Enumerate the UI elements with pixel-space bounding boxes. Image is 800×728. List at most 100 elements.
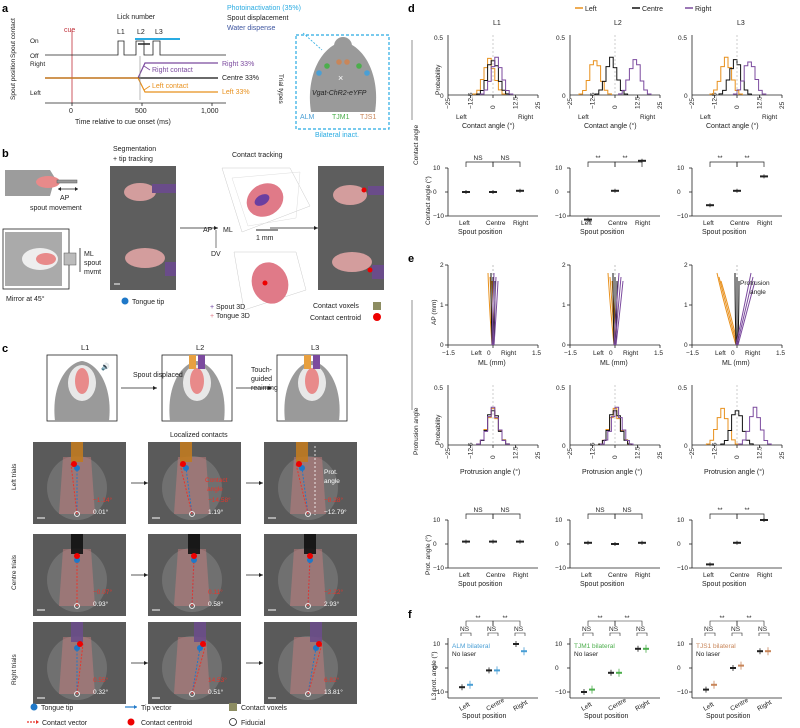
hist-x-tick-label: −12.5 xyxy=(468,442,475,459)
right-label: Right xyxy=(30,61,45,68)
svg-text:+: + xyxy=(210,313,214,320)
ns-label: NS xyxy=(582,626,592,633)
tip-angle-value: −12.79° xyxy=(324,508,347,516)
panel-label-f: f xyxy=(408,609,412,621)
hist-y-tick-0: 0 xyxy=(684,93,688,100)
trajectory-right xyxy=(615,280,624,346)
ml-axis-label: ML (mm) xyxy=(722,360,750,367)
photoinactivation-text: Photoinactivation (35%) xyxy=(227,5,301,12)
spout-pos-label: Right xyxy=(513,220,528,227)
sig-bracket xyxy=(709,161,738,167)
arrow-head xyxy=(259,573,263,577)
spout-left xyxy=(189,355,196,369)
sig-bracket xyxy=(465,161,494,167)
traj-x-tick-label: 0 xyxy=(609,350,613,357)
contact-vector xyxy=(191,555,195,607)
hist-x-tick-label: −25 xyxy=(689,448,696,459)
spout-displacement-text: Spout displacement xyxy=(227,15,289,22)
trajectory-left xyxy=(716,272,737,346)
no-laser-label: No laser xyxy=(574,651,599,658)
ns-bracket xyxy=(609,632,621,636)
panel-b-tracking: AP spout movement ML spout mvmt Mirror a… xyxy=(2,146,384,322)
hist-y-tick-05: 0.5 xyxy=(434,385,443,392)
hist-x-tick-label: −25 xyxy=(567,98,574,109)
speaker-icon: 🔊 xyxy=(101,362,110,371)
legend-left: Left xyxy=(585,6,597,13)
ns-bracket xyxy=(460,632,472,636)
col-l3: L3 xyxy=(737,20,745,27)
tongue xyxy=(190,368,204,394)
tick-1000: 1,000 xyxy=(201,108,219,115)
arrow-head xyxy=(144,573,148,577)
contact-centroid-marker xyxy=(180,461,186,467)
f-y-tick-label: 10 xyxy=(555,641,563,648)
contact-centroid-marker xyxy=(296,461,302,467)
f-y-tick-label: −10 xyxy=(677,689,688,696)
tjm1-label: TJM1 xyxy=(332,114,350,121)
off-label: Off xyxy=(30,53,39,60)
hist-x-tick-label: −12.5 xyxy=(468,92,475,109)
hist-x-tick-label: −25 xyxy=(689,98,696,109)
mouth-area xyxy=(278,456,338,520)
water-dispense-text: Water dispense xyxy=(227,25,275,32)
hist-x-tick-label: 12.5 xyxy=(635,96,642,109)
traj-x-tick-label: 0 xyxy=(731,350,735,357)
guided-label: guided xyxy=(251,376,272,383)
col-l2: L2 xyxy=(614,20,622,27)
sig-label: NS xyxy=(474,155,484,162)
spout-pos-label: Centre xyxy=(608,572,628,579)
spout-contact-label: Spout contact xyxy=(10,18,17,58)
tongue-tip-legend: Tongue tip xyxy=(132,299,164,306)
arrow-left-label: Left xyxy=(456,114,467,121)
tongue xyxy=(305,368,319,394)
spout-pos-label: Centre xyxy=(730,572,750,579)
traj-x-tick-label: −1.5 xyxy=(686,350,699,357)
sig-label: NS xyxy=(474,507,484,514)
spout xyxy=(310,622,322,642)
spout-pos-label: Left xyxy=(703,220,714,227)
ns-bracket xyxy=(487,632,499,636)
contact-vector xyxy=(295,463,309,515)
mean-y-tick-label: 10 xyxy=(555,517,563,524)
ns-label: NS xyxy=(636,626,646,633)
mean-y-tick-label: −10 xyxy=(677,565,688,572)
contact-centroid-marker xyxy=(71,461,77,467)
hist-x-tick-label: 25 xyxy=(535,101,542,109)
panel-label-c: c xyxy=(2,343,8,355)
ns-bracket xyxy=(704,632,716,636)
lick-l2: L2 xyxy=(137,29,145,36)
spout-pos-label: Left xyxy=(459,220,470,227)
f-x-label: Right xyxy=(512,699,529,713)
ns-label: NS xyxy=(731,626,741,633)
arrow-right-label: Right xyxy=(640,114,655,121)
star-label: ** xyxy=(747,615,753,622)
sig-label: NS xyxy=(501,155,511,162)
star-label: ** xyxy=(720,615,726,622)
traj-y-tick-label: 0 xyxy=(440,342,444,349)
contact-centroid-marker xyxy=(77,641,83,647)
hist-x-tick-label: −12.5 xyxy=(712,442,719,459)
ns-bracket xyxy=(731,632,743,636)
f-y-tick-label: 10 xyxy=(677,641,685,648)
c-l3: L3 xyxy=(311,343,319,352)
spout-position-axis-label: Spout position xyxy=(458,581,502,588)
arrow-head xyxy=(144,481,148,485)
no-laser-label: No laser xyxy=(452,651,477,658)
hist-x-tick-label: 12.5 xyxy=(757,96,764,109)
group-label: ALM bilateral xyxy=(452,643,490,650)
fiducial-marker xyxy=(189,691,195,697)
fiducial-marker xyxy=(74,691,80,697)
histogram-left xyxy=(578,60,612,95)
spout-position-axis-label: Spout position xyxy=(580,581,624,588)
trajectory-right xyxy=(614,276,622,346)
contact-angle-value: 14.53° xyxy=(208,676,227,684)
ml-label: ML xyxy=(84,251,94,258)
col-l1: L1 xyxy=(493,20,501,27)
mouse-line-label: Vgat-ChR2-eYFP xyxy=(312,90,367,97)
protrusion-angle-side-label: Protrusion angle xyxy=(413,407,420,455)
spout xyxy=(296,442,308,462)
f-x-label: Right xyxy=(634,699,651,713)
spout-pos-label: Left xyxy=(581,572,592,579)
trial-types-label: Trial types xyxy=(277,74,284,104)
traj-x-tick-label: 1.5 xyxy=(532,350,541,357)
